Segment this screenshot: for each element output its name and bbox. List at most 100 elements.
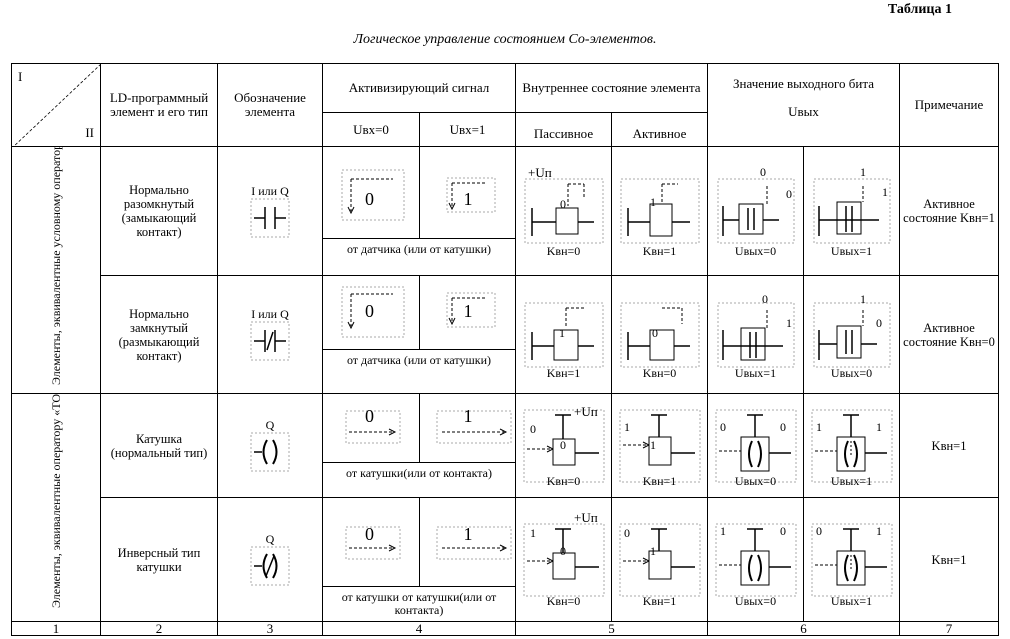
row1-in-act: 1 xyxy=(650,195,656,209)
row3-u-act: Uвых=1 xyxy=(830,474,873,488)
row1-sig1: 1 xyxy=(463,189,473,209)
row4-state-active: 0 1 Kвн=1 xyxy=(611,497,708,622)
row4-symbol: Q xyxy=(217,497,323,622)
row3-note-text: Kвн=1 xyxy=(931,438,967,453)
inverse-coil-icon xyxy=(250,546,290,586)
row4-k-act: Kвн=1 xyxy=(642,594,677,608)
row1-state-active: 1 Kвн=1 xyxy=(611,146,708,276)
row4-k-pass: Kвн=0 xyxy=(546,594,581,608)
colnum-4: 4 xyxy=(322,621,516,636)
row3-type-text: Катушка (нормальный тип) xyxy=(110,431,208,460)
row2-source: от датчика (или от катушки) xyxy=(346,353,492,367)
supply-label: +Uп xyxy=(574,404,598,419)
row4-note-text: Kвн=1 xyxy=(931,552,967,567)
contact-output-diagram xyxy=(813,302,890,367)
row3-symbol-label: Q xyxy=(265,418,275,432)
signal-arrow-down-icon xyxy=(446,292,495,328)
corner-cell: I II xyxy=(11,63,101,147)
row1-output-active: 1 1 Uвых=1 xyxy=(802,146,901,276)
coil-output-diagram xyxy=(811,523,892,596)
row1-k-act: Kвн=1 xyxy=(642,244,677,258)
row1-sig0: 0 xyxy=(365,189,374,209)
row4-output-active: 0 1 Uвых=1 xyxy=(802,497,901,622)
contact-state-diagram xyxy=(524,302,603,367)
row4-line-pass: 1 xyxy=(530,526,536,540)
colnum-3: 3 xyxy=(217,621,323,636)
row2-symbol-label: I или Q xyxy=(251,307,289,321)
signal-arrow-down-icon xyxy=(341,286,405,338)
corner-top-label: I xyxy=(18,69,23,84)
coil-icon xyxy=(250,432,290,472)
row3-k-act: Kвн=1 xyxy=(642,474,677,488)
contact-state-diagram xyxy=(524,178,603,244)
row4-u-act-out: 1 xyxy=(876,524,882,538)
row3-output-active: 1 1 Uвых=1 xyxy=(802,393,901,498)
header-element-type: LD-программный элемент и его тип xyxy=(100,63,218,147)
row1-note: Активное состояние Kвн=1 xyxy=(899,146,1000,276)
group-then: Элементы, эквивалентные оператору «ТОГДА… xyxy=(11,393,101,622)
row3-line-act: 1 xyxy=(624,420,630,434)
header-uin0: Uвх=0 xyxy=(322,112,420,147)
colnum-2: 2 xyxy=(100,621,218,636)
row2-k-pass: Kвн=1 xyxy=(546,366,581,380)
coil-output-diagram xyxy=(715,409,796,482)
header-internal-state: Внутреннее состояние элемента Пассивное … xyxy=(515,63,708,147)
corner-bottom-label: II xyxy=(85,125,94,140)
row3-type: Катушка (нормальный тип) xyxy=(100,393,218,498)
row1-source: от датчика (или от катушки) xyxy=(346,242,492,256)
table-caption: Логическое управление состоянием Со-элем… xyxy=(353,32,657,47)
coil-output-diagram xyxy=(715,523,796,596)
row4-note: Kвн=1 xyxy=(899,497,1000,622)
contact-output-diagram xyxy=(717,302,794,367)
row1-k-pass: Kвн=0 xyxy=(546,244,581,258)
row2-type: Нормально замкнутый (размыкающий контакт… xyxy=(100,275,218,394)
supply-label: +Uп xyxy=(528,165,552,180)
row2-u-act-out: 0 xyxy=(876,316,882,330)
row2-state-active: 0 Kвн=0 xyxy=(611,275,708,394)
row2-note-text: Активное состояние Kвн=0 xyxy=(903,320,995,349)
row1-type: Нормально разомкнутый (замыкающий контак… xyxy=(100,146,218,276)
row4-u-pass: Uвых=0 xyxy=(734,594,777,608)
row3-in-act: 1 xyxy=(650,438,656,452)
row4-u-act: Uвых=1 xyxy=(830,594,873,608)
coil-state-diagram xyxy=(619,523,700,596)
row3-in-pass: 0 xyxy=(560,438,566,452)
row3-k-pass: Kвн=0 xyxy=(546,474,581,488)
supply-label: +Uп xyxy=(574,510,598,525)
row1-u-pass: Uвых=0 xyxy=(734,244,777,258)
row4-u-act-in: 0 xyxy=(816,524,822,538)
row3-line-pass: 0 xyxy=(530,422,536,436)
row3-sig0: 0 xyxy=(365,406,374,426)
row1-u-act: Uвых=1 xyxy=(830,244,873,258)
contact-output-diagram xyxy=(717,178,794,244)
row4-output-passive: 1 0 Uвых=0 xyxy=(707,497,804,622)
row1-u-act-in: 1 xyxy=(860,165,866,179)
header-note: Примечание xyxy=(899,63,1000,147)
row4-source: от катушки от катушки(или от контакта) xyxy=(341,590,497,617)
contact-state-diagram xyxy=(620,178,699,244)
header-uin1: Uвх=1 xyxy=(419,112,516,147)
row3-signal: 0 1 от катушки(или от контакта) xyxy=(322,393,516,498)
row2-output-active: 1 0 Uвых=0 xyxy=(802,275,901,394)
contact-output-diagram xyxy=(813,178,890,244)
colnum-1: 1 xyxy=(11,621,101,636)
header-designation: Обозначение элемента xyxy=(217,63,323,147)
row1-in-pass: 0 xyxy=(560,197,566,211)
row3-u-pass: Uвых=0 xyxy=(734,474,777,488)
row3-state-active: 1 1 Kвн=1 xyxy=(611,393,708,498)
row4-line-act: 0 xyxy=(624,526,630,540)
row3-output-passive: 0 0 Uвых=0 xyxy=(707,393,804,498)
row2-u-pass: Uвых=1 xyxy=(734,366,777,380)
row4-in-act: 1 xyxy=(650,544,656,558)
row2-sig0: 0 xyxy=(365,301,374,321)
row2-state-passive: 1 Kвн=1 xyxy=(515,275,612,394)
header-output-bit: Значение выходного бита Uвых xyxy=(706,63,901,147)
row1-state-passive: +Uп 0 Kвн=0 xyxy=(515,146,612,276)
corner-diagonal xyxy=(14,64,100,146)
row2-in-pass: 1 xyxy=(559,326,565,340)
row2-u-act-in: 1 xyxy=(860,292,866,306)
no-contact-icon xyxy=(250,198,290,237)
row4-u-pass-in: 1 xyxy=(720,524,726,538)
row4-u-pass-out: 0 xyxy=(780,524,786,538)
row2-symbol: I или Q xyxy=(217,275,323,394)
